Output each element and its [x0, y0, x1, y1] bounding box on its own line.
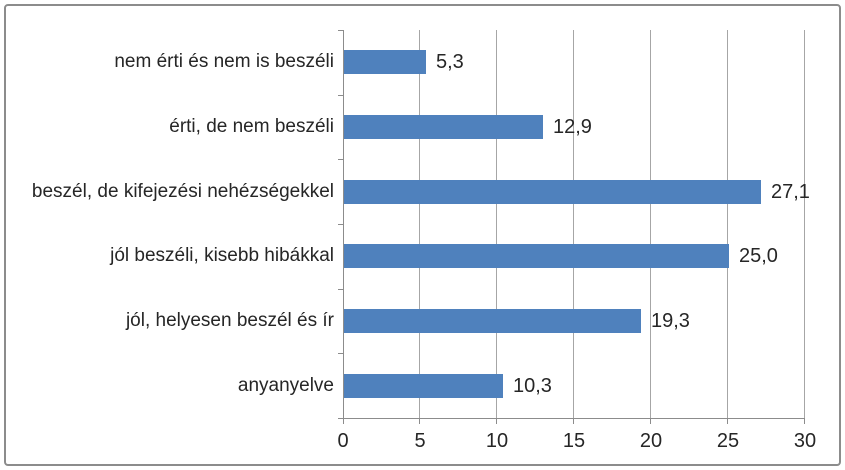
category-axis-tick	[338, 418, 343, 419]
bar-value-label: 10,3	[513, 375, 552, 397]
value-axis-tick-label: 25	[716, 430, 740, 452]
value-axis-tick-label: 30	[793, 430, 817, 452]
bar-value-label: 27,1	[771, 181, 810, 203]
gridline	[650, 30, 651, 418]
bar-value-label: 25,0	[739, 245, 778, 267]
category-axis-tick	[338, 289, 343, 290]
category-label: jól, helyesen beszél és ír	[125, 310, 334, 331]
gridline	[573, 30, 574, 418]
bar	[344, 309, 641, 333]
category-label: érti, de nem beszéli	[169, 116, 334, 137]
value-axis-tick-label: 20	[639, 430, 663, 452]
value-axis-tick-label: 0	[337, 430, 349, 452]
value-axis-tick	[650, 418, 651, 424]
bar-value-label: 19,3	[651, 310, 690, 332]
value-axis-tick	[804, 418, 805, 424]
category-axis-tick	[338, 224, 343, 225]
bar-value-label: 12,9	[553, 116, 592, 138]
bar	[344, 374, 503, 398]
category-label: anyanyelve	[237, 375, 334, 396]
category-axis-tick	[338, 159, 343, 160]
gridline	[727, 30, 728, 418]
bar	[344, 115, 543, 139]
value-axis-tick	[496, 418, 497, 424]
plot-area: 5,3 12,9 27,1 25,0 19,3 10,3	[338, 30, 810, 424]
value-axis-tick-label: 10	[485, 430, 509, 452]
category-label: jól beszéli, kisebb hibákkal	[110, 245, 334, 266]
category-label: beszél, de kifejezési nehézségekkel	[31, 181, 334, 202]
gridline	[496, 30, 497, 418]
value-axis-tick-label: 15	[562, 430, 586, 452]
value-axis-line	[343, 418, 805, 419]
bar	[344, 180, 761, 204]
value-axis-tick	[573, 418, 574, 424]
category-axis-line	[343, 30, 344, 418]
category-label: nem érti és nem is beszéli	[114, 51, 334, 72]
value-axis-tick	[343, 418, 344, 424]
value-axis-tick	[419, 418, 420, 424]
bar	[344, 244, 729, 268]
gridline	[419, 30, 420, 418]
bar-value-label: 5,3	[436, 51, 464, 73]
value-axis-tick	[727, 418, 728, 424]
value-axis-tick-label: 5	[414, 430, 426, 452]
category-axis-tick	[338, 95, 343, 96]
category-axis-tick	[338, 30, 343, 31]
category-axis-tick	[338, 353, 343, 354]
bar	[344, 50, 426, 74]
gridline	[804, 30, 805, 418]
